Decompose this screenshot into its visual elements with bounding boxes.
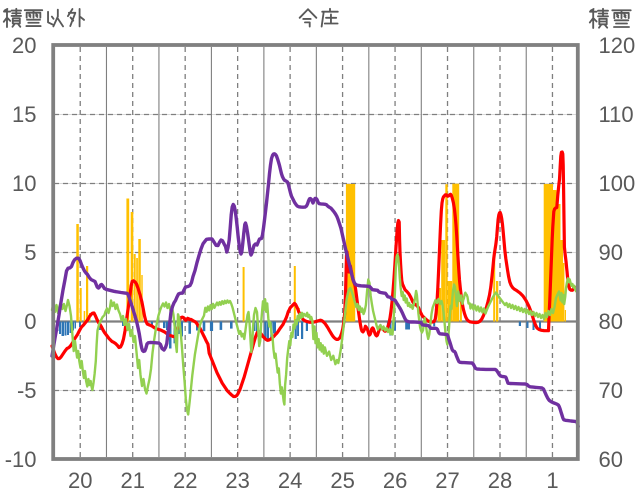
svg-text:26: 26 [383, 468, 407, 493]
svg-text:0: 0 [24, 309, 36, 334]
svg-text:120: 120 [599, 33, 636, 58]
svg-text:20: 20 [68, 468, 92, 493]
svg-text:70: 70 [599, 378, 623, 403]
svg-text:-10: -10 [5, 447, 37, 472]
svg-text:23: 23 [225, 468, 249, 493]
svg-text:20: 20 [12, 33, 36, 58]
svg-text:24: 24 [278, 468, 302, 493]
svg-text:1: 1 [546, 468, 558, 493]
svg-text:10: 10 [12, 171, 36, 196]
svg-text:5: 5 [24, 240, 36, 265]
svg-text:22: 22 [173, 468, 197, 493]
svg-text:15: 15 [12, 102, 36, 127]
svg-text:100: 100 [599, 171, 636, 196]
svg-text:21: 21 [120, 468, 144, 493]
svg-text:60: 60 [599, 447, 623, 472]
svg-text:110: 110 [599, 102, 634, 127]
svg-text:27: 27 [435, 468, 459, 493]
svg-text:28: 28 [488, 468, 512, 493]
svg-text:25: 25 [330, 468, 354, 493]
svg-text:90: 90 [599, 240, 623, 265]
svg-text:-5: -5 [17, 378, 37, 403]
svg-text:80: 80 [599, 309, 623, 334]
